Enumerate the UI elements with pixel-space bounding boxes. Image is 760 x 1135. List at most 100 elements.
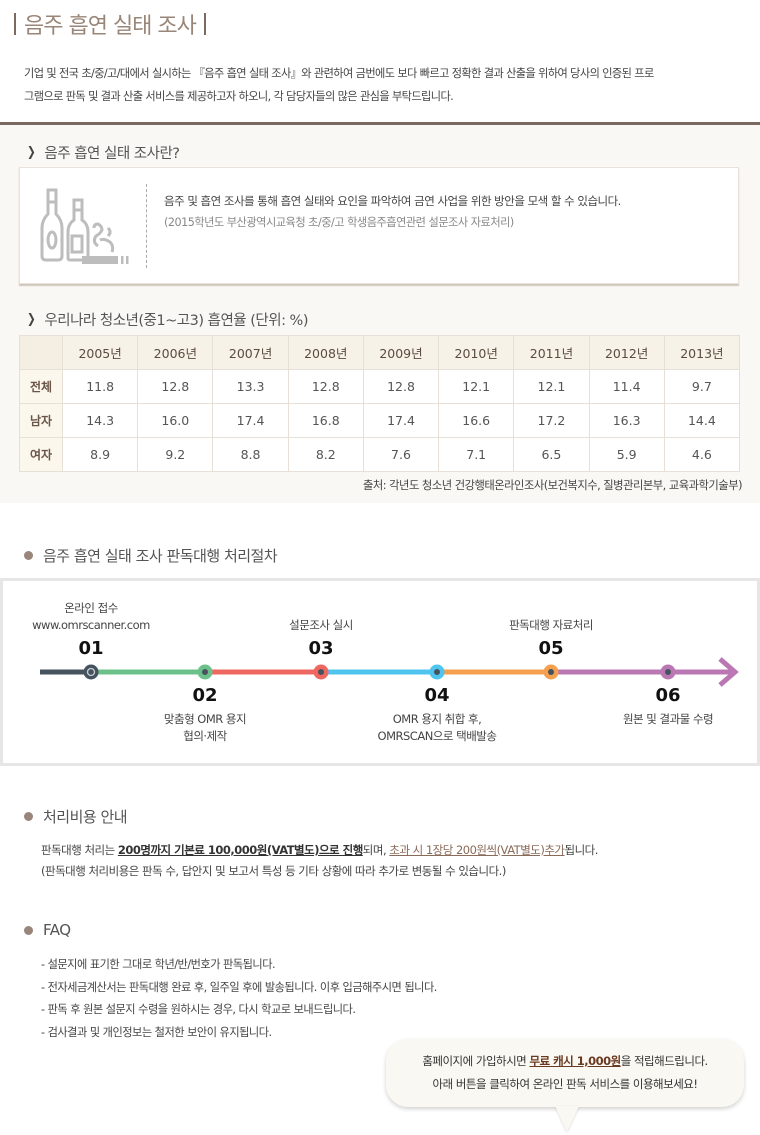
faq-heading-text: FAQ <box>43 921 71 939</box>
faq-item: - 전자세금계산서는 판독대행 완료 후, 일주일 후에 발송됩니다. 이후 입… <box>41 980 437 994</box>
page-title: 음주 흡연 실태 조사 <box>14 8 214 40</box>
table-cell: 8.2 <box>287 437 364 472</box>
step-4-title: OMR 용지 취합 후, <box>392 712 482 726</box>
table-cell: 8.8 <box>212 437 289 472</box>
signup-promo-bubble: 홈페이지에 가입하시면 무료 캐시 1,000원을 적립해드립니다. 아래 버튼… <box>386 1039 744 1107</box>
page-title-text: 음주 흡연 실태 조사 <box>24 14 197 39</box>
step-4-number: 04 <box>424 685 450 706</box>
table-cell: 4.6 <box>663 437 741 472</box>
table-row: 여자 8.9 9.2 8.8 8.2 7.6 7.1 6.5 5.9 4.6 <box>19 437 741 472</box>
table-cell: 12.8 <box>137 369 214 404</box>
bullet-dot-icon <box>24 812 33 821</box>
bullet-dot-icon <box>24 551 33 560</box>
column-header: 2007년 <box>212 335 289 370</box>
table-cell: 12.8 <box>362 369 440 404</box>
bubble-tail <box>555 1106 579 1132</box>
step-2-label: 맞춤형 OMR 용지 협의·제작 <box>163 711 247 745</box>
fee-prefix: 판독대행 처리는 <box>41 843 118 857</box>
column-header: 2005년 <box>61 335 139 370</box>
intro-text: 기업 및 전국 초/중/고/대에서 실시하는 『음주 흡연 실태 조사』와 관련… <box>24 62 744 108</box>
table-cell: 9.2 <box>137 437 214 472</box>
table-cell: 12.1 <box>438 369 515 404</box>
table-heading-text: 우리나라 청소년(중1~고3) 흡연율 (단위: %) <box>44 313 308 329</box>
process-heading: 음주 흡연 실태 조사 판독대행 처리절차 <box>24 545 278 566</box>
table-row: 전체 11.8 12.8 13.3 12.8 12.8 12.1 12.1 11… <box>19 369 741 404</box>
table-cell: 9.7 <box>663 369 741 404</box>
title-bar-left <box>14 13 16 35</box>
faq-item: - 설문지에 표기한 그대로 학년/반/번호가 판독됩니다. <box>41 958 276 971</box>
chevron-right-icon: ❯ <box>27 312 36 327</box>
table-header-row: 2005년 2006년 2007년 2008년 2009년 2010년 2011… <box>19 335 741 370</box>
table-cell: 16.6 <box>438 403 515 438</box>
what-note: (2015학년도 부산광역시교육청 초/중/고 학생음주흡연관련 설문조사 자료… <box>164 216 514 229</box>
fee-note: (판독대행 처리비용은 판독 수, 답안지 및 보고서 특성 등 기타 상황에 … <box>41 864 506 878</box>
fee-middle: 되며, <box>362 843 390 857</box>
table-row: 남자 14.3 16.0 17.4 16.8 17.4 16.6 17.2 16… <box>19 403 741 438</box>
column-header: 2012년 <box>588 335 665 370</box>
table-cell: 14.3 <box>61 403 139 438</box>
step-1-link[interactable]: www.omrscanner.com <box>32 618 150 632</box>
bullet-dot-icon <box>24 925 33 935</box>
step-6-label: 원본 및 결과물 수령 <box>622 712 714 726</box>
step-4-label: OMR 용지 취합 후, OMRSCAN으로 택배발송 <box>378 711 497 745</box>
table-cell: 12.8 <box>287 369 364 404</box>
table-cell: 16.3 <box>588 403 665 438</box>
what-heading: ❯ 음주 흡연 실태 조사란? <box>26 142 180 163</box>
column-header: 2013년 <box>663 335 741 370</box>
table-cell: 14.4 <box>663 403 741 438</box>
faq-heading: FAQ <box>24 921 71 939</box>
table-cell: 17.2 <box>513 403 590 438</box>
step-3-label: 설문조사 실시 <box>289 618 353 632</box>
step-6-number: 06 <box>655 685 681 706</box>
promo-suffix: 을 적립해드립니다. <box>620 1054 708 1068</box>
fee-base-highlight: 200명까지 기본료 100,000원(VAT별도)으로 진행 <box>117 843 363 857</box>
step-3-number: 03 <box>308 638 334 659</box>
step-5-label: 판독대행 자료처리 <box>509 618 593 632</box>
what-description: 음주 및 흡연 조사를 통해 흡연 실태와 요인을 파악하여 금연 사업을 위한… <box>164 194 621 208</box>
fee-line-1: 판독대행 처리는 200명까지 기본료 100,000원(VAT별도)으로 진행… <box>41 840 598 861</box>
fee-extra-highlight: 초과 시 1장당 200원씩(VAT별도)추가 <box>389 843 565 857</box>
fee-heading-text: 처리비용 안내 <box>43 808 128 826</box>
promo-highlight: 무료 캐시 1,000원 <box>529 1054 621 1068</box>
faq-item: - 검사결과 및 개인정보는 철저한 보안이 유지됩니다. <box>41 1025 272 1039</box>
table-heading: ❯ 우리나라 청소년(중1~고3) 흡연율 (단위: %) <box>26 309 308 330</box>
title-bar-right <box>203 13 206 35</box>
fee-heading: 처리비용 안내 <box>24 806 128 827</box>
row-header: 남자 <box>19 403 63 438</box>
step-1-label: 온라인 접수 www.omrscanner.com <box>32 600 150 634</box>
step-4-subtitle: OMRSCAN으로 택배발송 <box>377 729 497 743</box>
process-timeline <box>40 657 739 687</box>
faq-item: - 판독 후 원본 설문지 수령을 원하시는 경우, 다시 학교로 보내드립니다… <box>41 1003 356 1016</box>
table-cell: 11.8 <box>61 369 139 404</box>
table-cell: 13.3 <box>212 369 289 404</box>
what-heading-text: 음주 흡연 실태 조사란? <box>44 146 180 162</box>
intro-line-1: 기업 및 전국 초/중/고/대에서 실시하는 『음주 흡연 실태 조사』와 관련… <box>24 67 654 80</box>
step-2-title: 맞춤형 OMR 용지 <box>163 712 247 726</box>
column-header: 2009년 <box>362 335 440 370</box>
table-cell: 6.5 <box>513 437 590 472</box>
what-box: 음주 및 흡연 조사를 통해 흡연 실태와 요인을 파악하여 금연 사업을 위한… <box>19 167 739 284</box>
table-cell: 16.8 <box>287 403 364 438</box>
table-cell: 17.4 <box>362 403 440 438</box>
table-cell: 8.9 <box>61 437 139 472</box>
table-cell: 7.6 <box>362 437 440 472</box>
table-cell: 5.9 <box>588 437 665 472</box>
step-2-subtitle: 협의·제작 <box>183 729 227 743</box>
promo-prefix: 홈페이지에 가입하시면 <box>422 1054 530 1068</box>
table-source: 출처: 각년도 청소년 건강행태온라인조사(보건복지수, 질병관리본부, 교육과… <box>362 479 743 492</box>
column-header: 2006년 <box>137 335 214 370</box>
table-cell: 12.1 <box>513 369 590 404</box>
fee-description: 판독대행 처리는 200명까지 기본료 100,000원(VAT별도)으로 진행… <box>41 840 598 882</box>
bottles-cigarette-icon <box>40 188 129 264</box>
row-header: 전체 <box>19 369 63 404</box>
promo-line-2: 아래 버튼을 클릭하여 온라인 판독 서비스를 이용해보세요! <box>432 1077 698 1091</box>
fee-suffix: 됩니다. <box>564 843 599 857</box>
column-header: 2011년 <box>513 335 590 370</box>
table-cell: 17.4 <box>212 403 289 438</box>
promo-line-1: 홈페이지에 가입하시면 무료 캐시 1,000원을 적립해드립니다. <box>386 1050 744 1073</box>
intro-line-2: 그램으로 판독 및 결과 산출 서비스를 제공하고자 하오니, 각 담당자들의 … <box>24 90 454 103</box>
step-5-number: 05 <box>538 638 564 659</box>
table-corner <box>19 335 63 370</box>
column-header: 2008년 <box>287 335 364 370</box>
smoking-rate-table: 2005년 2006년 2007년 2008년 2009년 2010년 2011… <box>19 335 741 472</box>
